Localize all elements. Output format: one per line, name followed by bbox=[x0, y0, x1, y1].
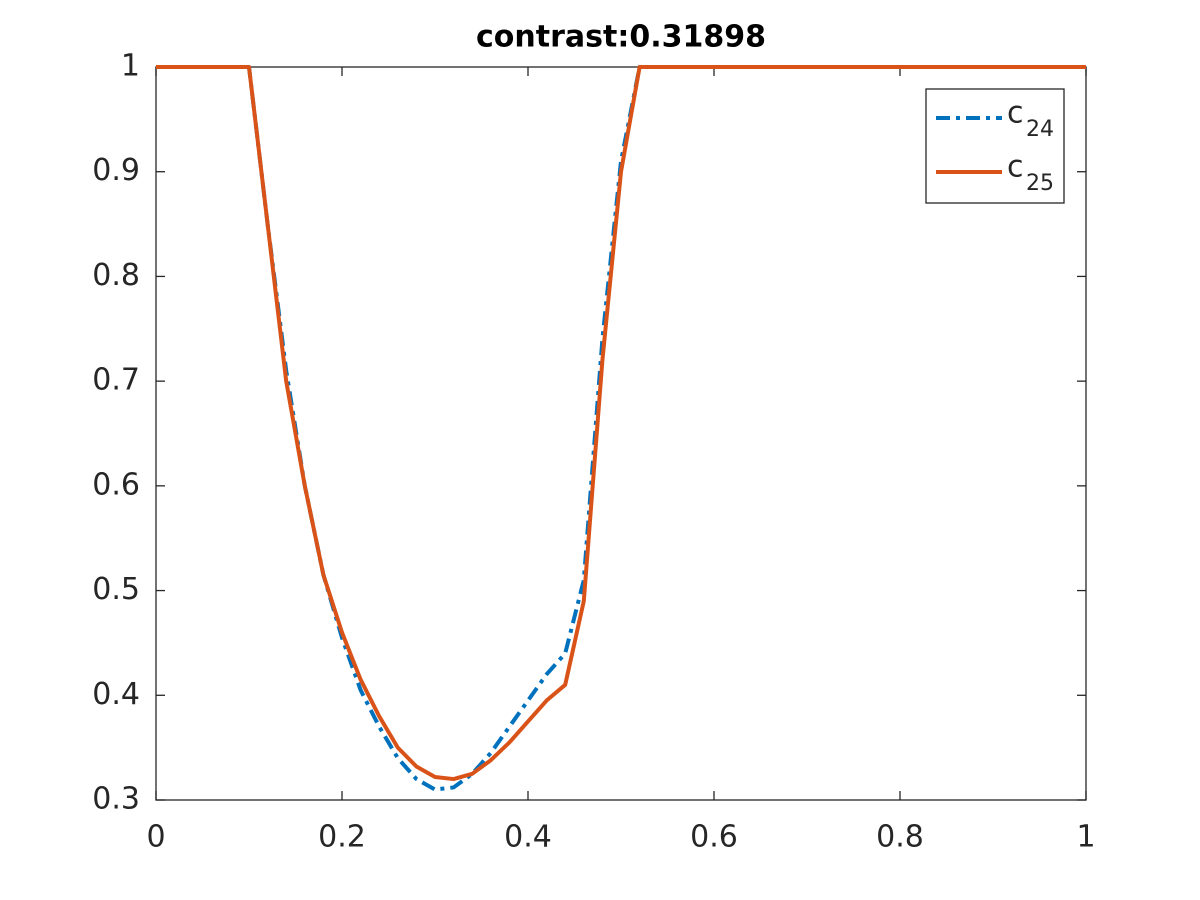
y-tick-label: 0.5 bbox=[92, 572, 140, 607]
x-tick-label: 1 bbox=[1076, 820, 1095, 855]
legend-label: c bbox=[1007, 96, 1024, 131]
y-tick-label: 0.6 bbox=[92, 467, 140, 502]
y-tick-label: 1 bbox=[121, 49, 140, 84]
x-tick-label: 0.2 bbox=[318, 820, 366, 855]
x-tick-label: 0.8 bbox=[876, 820, 924, 855]
legend-subscript: 24 bbox=[1026, 117, 1054, 142]
y-tick-label: 0.7 bbox=[92, 363, 140, 398]
legend-subscript: 25 bbox=[1026, 171, 1054, 196]
chart-title: contrast:0.31898 bbox=[476, 20, 766, 55]
y-tick-label: 0.3 bbox=[92, 782, 140, 817]
x-tick-label: 0.6 bbox=[690, 820, 738, 855]
data-line bbox=[156, 65, 1086, 792]
legend-box bbox=[925, 88, 1065, 204]
legend-label: c bbox=[1007, 150, 1024, 185]
y-tick-label: 0.8 bbox=[92, 258, 140, 293]
y-tick-label: 0.9 bbox=[92, 153, 140, 188]
x-tick-label: 0.4 bbox=[504, 820, 552, 855]
x-tick-label: 0 bbox=[146, 820, 165, 855]
data-line bbox=[156, 65, 1086, 782]
y-tick-label: 0.4 bbox=[92, 677, 140, 712]
plot-area bbox=[155, 66, 1087, 801]
legend: c 24c 25 bbox=[925, 88, 1065, 204]
